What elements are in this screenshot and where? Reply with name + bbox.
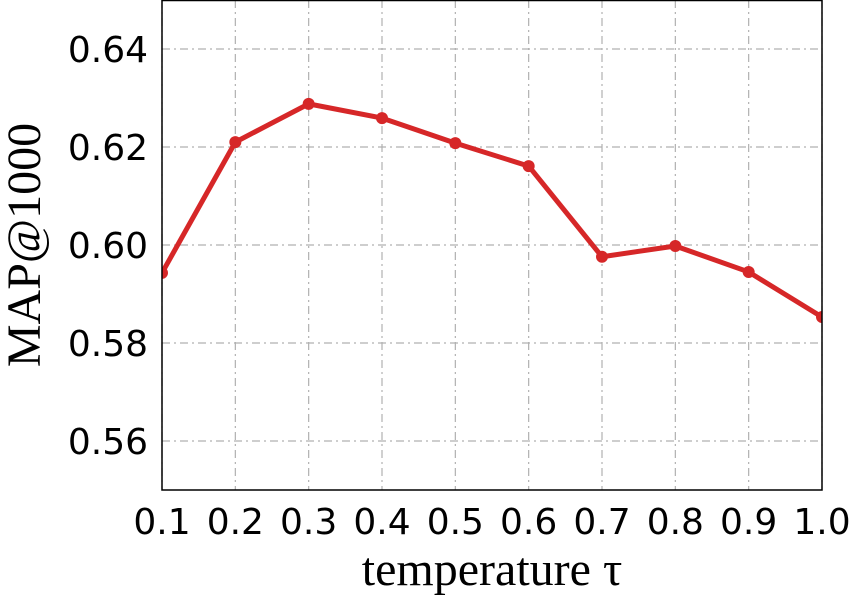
data-point xyxy=(376,112,388,125)
x-tick-label: 0.4 xyxy=(353,502,410,543)
x-tick-label: 1.0 xyxy=(793,502,850,543)
x-tick-label: 0.8 xyxy=(647,502,704,543)
data-point xyxy=(162,266,168,279)
data-point xyxy=(522,160,535,173)
x-tick-label: 0.3 xyxy=(280,502,337,543)
y-tick-label: 0.58 xyxy=(68,324,148,365)
data-line xyxy=(162,101,822,320)
plot-frame xyxy=(161,0,823,491)
data-point xyxy=(816,311,822,324)
data-point xyxy=(449,137,462,150)
data-point xyxy=(596,250,608,263)
data-point xyxy=(742,265,755,278)
data-point xyxy=(302,97,315,110)
x-axis-label: temperature τ xyxy=(362,543,622,596)
x-tick-label: 0.1 xyxy=(133,502,190,543)
data-point xyxy=(669,239,682,252)
x-tick-label: 0.5 xyxy=(427,502,484,543)
x-tick-label: 0.6 xyxy=(500,502,557,543)
x-tick-label: 0.9 xyxy=(720,502,777,543)
y-tick-label: 0.64 xyxy=(68,30,148,71)
x-tick-label: 0.7 xyxy=(573,502,630,543)
y-tick-label: 0.62 xyxy=(68,128,148,169)
y-tick-label: 0.56 xyxy=(68,422,148,463)
data-point xyxy=(229,136,242,149)
x-tick-label: 0.2 xyxy=(207,502,264,543)
y-axis-label: MAP@1000 xyxy=(0,123,51,367)
y-tick-label: 0.60 xyxy=(68,226,148,267)
